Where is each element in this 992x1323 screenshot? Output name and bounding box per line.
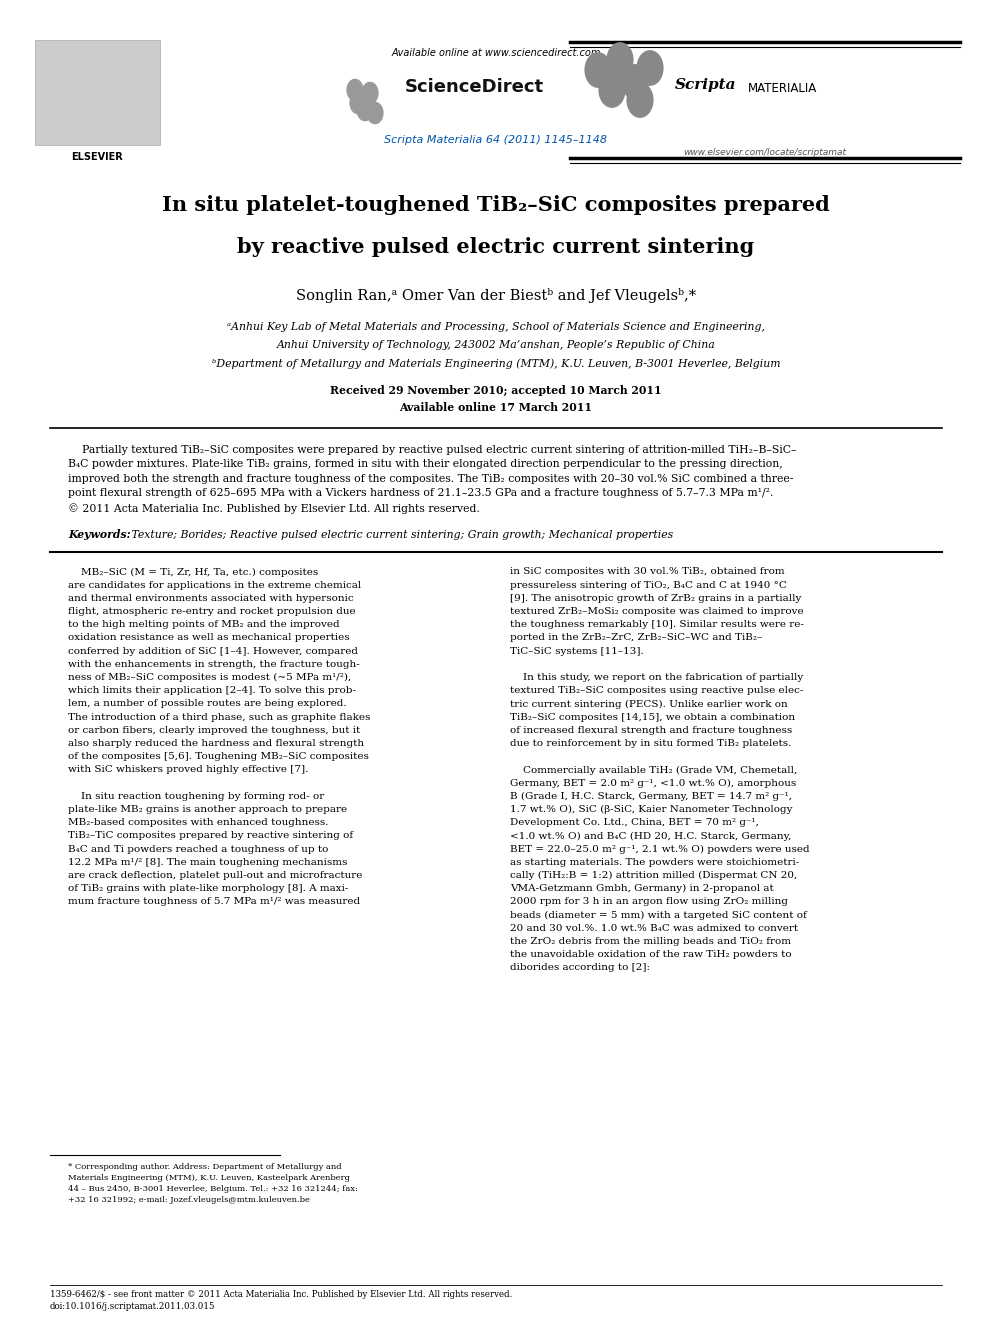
Text: 44 – Bus 2450, B-3001 Heverlee, Belgium. Tel.: +32 16 321244; fax:: 44 – Bus 2450, B-3001 Heverlee, Belgium.…: [68, 1185, 358, 1193]
Text: Materials Engineering (MTM), K.U. Leuven, Kasteelpark Arenberg: Materials Engineering (MTM), K.U. Leuven…: [68, 1174, 350, 1181]
Text: VMA-Getzmann Gmbh, Germany) in 2-propanol at: VMA-Getzmann Gmbh, Germany) in 2-propano…: [510, 884, 774, 893]
Text: Anhui University of Technology, 243002 Ma’anshan, People’s Republic of China: Anhui University of Technology, 243002 M…: [277, 340, 715, 351]
Text: 20 and 30 vol.%. 1.0 wt.% B₄C was admixed to convert: 20 and 30 vol.%. 1.0 wt.% B₄C was admixe…: [510, 923, 799, 933]
Text: or carbon fibers, clearly improved the toughness, but it: or carbon fibers, clearly improved the t…: [68, 726, 360, 734]
Text: In this study, we report on the fabrication of partially: In this study, we report on the fabricat…: [510, 673, 804, 683]
Text: plate-like MB₂ grains is another approach to prepare: plate-like MB₂ grains is another approac…: [68, 806, 347, 814]
Text: ScienceDirect: ScienceDirect: [405, 78, 545, 97]
Text: tric current sintering (PECS). Unlike earlier work on: tric current sintering (PECS). Unlike ea…: [510, 700, 788, 709]
Text: © 2011 Acta Materialia Inc. Published by Elsevier Ltd. All rights reserved.: © 2011 Acta Materialia Inc. Published by…: [68, 503, 480, 513]
Text: ᵃAnhui Key Lab of Metal Materials and Processing, School of Materials Science an: ᵃAnhui Key Lab of Metal Materials and Pr…: [227, 321, 765, 332]
Text: beads (diameter = 5 mm) with a targeted SiC content of: beads (diameter = 5 mm) with a targeted …: [510, 910, 806, 919]
Text: in SiC composites with 30 vol.% TiB₂, obtained from: in SiC composites with 30 vol.% TiB₂, ob…: [510, 568, 785, 577]
Text: to the high melting points of MB₂ and the improved: to the high melting points of MB₂ and th…: [68, 620, 339, 630]
Text: B₄C powder mixtures. Plate-like TiB₂ grains, formed in situ with their elongated: B₄C powder mixtures. Plate-like TiB₂ gra…: [68, 459, 783, 470]
Text: www.elsevier.com/locate/scriptamat: www.elsevier.com/locate/scriptamat: [683, 148, 846, 157]
Text: Scripta: Scripta: [675, 78, 736, 93]
Text: Development Co. Ltd., China, BET = 70 m² g⁻¹,: Development Co. Ltd., China, BET = 70 m²…: [510, 819, 759, 827]
Text: of increased flexural strength and fracture toughness: of increased flexural strength and fract…: [510, 726, 793, 734]
Text: by reactive pulsed electric current sintering: by reactive pulsed electric current sint…: [237, 237, 755, 257]
Text: Available online 17 March 2011: Available online 17 March 2011: [400, 402, 592, 413]
Text: flight, atmospheric re-entry and rocket propulsion due: flight, atmospheric re-entry and rocket …: [68, 607, 355, 617]
Text: +32 16 321992; e-mail: Jozef.vleugels@mtm.kuleuven.be: +32 16 321992; e-mail: Jozef.vleugels@mt…: [68, 1196, 310, 1204]
Text: In situ platelet-toughened TiB₂–SiC composites prepared: In situ platelet-toughened TiB₂–SiC comp…: [162, 194, 830, 216]
Text: lem, a number of possible routes are being explored.: lem, a number of possible routes are bei…: [68, 700, 346, 709]
Text: improved both the strength and fracture toughness of the composites. The TiB₂ co: improved both the strength and fracture …: [68, 474, 794, 484]
Text: MB₂–SiC (M = Ti, Zr, Hf, Ta, etc.) composites: MB₂–SiC (M = Ti, Zr, Hf, Ta, etc.) compo…: [68, 568, 318, 577]
Text: which limits their application [2–4]. To solve this prob-: which limits their application [2–4]. To…: [68, 687, 356, 696]
Text: doi:10.1016/j.scriptamat.2011.03.015: doi:10.1016/j.scriptamat.2011.03.015: [50, 1302, 215, 1311]
Text: In situ reaction toughening by forming rod- or: In situ reaction toughening by forming r…: [68, 792, 324, 800]
Text: conferred by addition of SiC [1–4]. However, compared: conferred by addition of SiC [1–4]. Howe…: [68, 647, 358, 656]
Text: BET = 22.0–25.0 m² g⁻¹, 2.1 wt.% O) powders were used: BET = 22.0–25.0 m² g⁻¹, 2.1 wt.% O) powd…: [510, 844, 809, 853]
Text: ELSEVIER: ELSEVIER: [71, 152, 123, 161]
Text: TiC–SiC systems [11–13].: TiC–SiC systems [11–13].: [510, 647, 644, 656]
Text: The introduction of a third phase, such as graphite flakes: The introduction of a third phase, such …: [68, 713, 370, 722]
Text: Texture; Borides; Reactive pulsed electric current sintering; Grain growth; Mech: Texture; Borides; Reactive pulsed electr…: [128, 529, 674, 540]
Text: due to reinforcement by in situ formed TiB₂ platelets.: due to reinforcement by in situ formed T…: [510, 740, 792, 747]
Text: [9]. The anisotropic growth of ZrB₂ grains in a partially: [9]. The anisotropic growth of ZrB₂ grai…: [510, 594, 802, 603]
Text: B (Grade I, H.C. Starck, Germany, BET = 14.7 m² g⁻¹,: B (Grade I, H.C. Starck, Germany, BET = …: [510, 792, 792, 800]
Text: with the enhancements in strength, the fracture tough-: with the enhancements in strength, the f…: [68, 660, 360, 669]
Text: * Corresponding author. Address: Department of Metallurgy and: * Corresponding author. Address: Departm…: [68, 1163, 341, 1171]
Text: also sharply reduced the hardness and flexural strength: also sharply reduced the hardness and fl…: [68, 740, 364, 747]
Text: with SiC whiskers proved highly effective [7].: with SiC whiskers proved highly effectiv…: [68, 766, 309, 774]
Text: Received 29 November 2010; accepted 10 March 2011: Received 29 November 2010; accepted 10 M…: [330, 385, 662, 396]
Text: textured ZrB₂–MoSi₂ composite was claimed to improve: textured ZrB₂–MoSi₂ composite was claime…: [510, 607, 804, 617]
Text: diborides according to [2]:: diborides according to [2]:: [510, 963, 650, 972]
Text: as starting materials. The powders were stoichiometri-: as starting materials. The powders were …: [510, 857, 800, 867]
Text: the unavoidable oxidation of the raw TiH₂ powders to: the unavoidable oxidation of the raw TiH…: [510, 950, 792, 959]
Text: ᵇDepartment of Metallurgy and Materials Engineering (MTM), K.U. Leuven, B-3001 H: ᵇDepartment of Metallurgy and Materials …: [211, 359, 781, 369]
Text: mum fracture toughness of 5.7 MPa m¹/² was measured: mum fracture toughness of 5.7 MPa m¹/² w…: [68, 897, 360, 906]
Text: ported in the ZrB₂–ZrC, ZrB₂–SiC–WC and TiB₂–: ported in the ZrB₂–ZrC, ZrB₂–SiC–WC and …: [510, 634, 762, 643]
Text: pressureless sintering of TiO₂, B₄C and C at 1940 °C: pressureless sintering of TiO₂, B₄C and …: [510, 581, 787, 590]
Text: MB₂-based composites with enhanced toughness.: MB₂-based composites with enhanced tough…: [68, 819, 328, 827]
Text: <1.0 wt.% O) and B₄C (HD 20, H.C. Starck, Germany,: <1.0 wt.% O) and B₄C (HD 20, H.C. Starck…: [510, 831, 792, 840]
Text: Germany, BET = 2.0 m² g⁻¹, <1.0 wt.% O), amorphous: Germany, BET = 2.0 m² g⁻¹, <1.0 wt.% O),…: [510, 779, 797, 787]
Text: ness of MB₂–SiC composites is modest (~5 MPa m¹/²),: ness of MB₂–SiC composites is modest (~5…: [68, 673, 351, 683]
Text: Commercially available TiH₂ (Grade VM, Chemetall,: Commercially available TiH₂ (Grade VM, C…: [510, 766, 798, 775]
Text: cally (TiH₂:B = 1:2) attrition milled (Dispermat CN 20,: cally (TiH₂:B = 1:2) attrition milled (D…: [510, 871, 798, 880]
Text: are candidates for applications in the extreme chemical: are candidates for applications in the e…: [68, 581, 361, 590]
Bar: [35, 40, 160, 146]
Text: of the composites [5,6]. Toughening MB₂–SiC composites: of the composites [5,6]. Toughening MB₂–…: [68, 753, 369, 761]
Text: 2000 rpm for 3 h in an argon flow using ZrO₂ milling: 2000 rpm for 3 h in an argon flow using …: [510, 897, 788, 906]
Text: TiB₂–SiC composites [14,15], we obtain a combination: TiB₂–SiC composites [14,15], we obtain a…: [510, 713, 796, 722]
Text: 12.2 MPa m¹/² [8]. The main toughening mechanisms: 12.2 MPa m¹/² [8]. The main toughening m…: [68, 857, 347, 867]
Text: and thermal environments associated with hypersonic: and thermal environments associated with…: [68, 594, 353, 603]
Text: 1.7 wt.% O), SiC (β-SiC, Kaier Nanometer Technology: 1.7 wt.% O), SiC (β-SiC, Kaier Nanometer…: [510, 806, 793, 814]
Text: are crack deflection, platelet pull-out and microfracture: are crack deflection, platelet pull-out …: [68, 871, 362, 880]
Text: point flexural strength of 625–695 MPa with a Vickers hardness of 21.1–23.5 GPa : point flexural strength of 625–695 MPa w…: [68, 488, 774, 499]
Text: Available online at www.sciencedirect.com: Available online at www.sciencedirect.co…: [391, 48, 601, 58]
Text: Partially textured TiB₂–SiC composites were prepared by reactive pulsed electric: Partially textured TiB₂–SiC composites w…: [68, 445, 797, 455]
Text: Scripta Materialia 64 (2011) 1145–1148: Scripta Materialia 64 (2011) 1145–1148: [385, 135, 607, 146]
Text: 1359-6462/$ - see front matter © 2011 Acta Materialia Inc. Published by Elsevier: 1359-6462/$ - see front matter © 2011 Ac…: [50, 1290, 513, 1299]
Text: Keywords:: Keywords:: [68, 529, 131, 541]
Text: textured TiB₂–SiC composites using reactive pulse elec-: textured TiB₂–SiC composites using react…: [510, 687, 804, 696]
Text: MATERIALIA: MATERIALIA: [748, 82, 817, 95]
Text: TiB₂–TiC composites prepared by reactive sintering of: TiB₂–TiC composites prepared by reactive…: [68, 831, 353, 840]
Text: the ZrO₂ debris from the milling beads and TiO₂ from: the ZrO₂ debris from the milling beads a…: [510, 937, 791, 946]
Text: of TiB₂ grains with plate-like morphology [8]. A maxi-: of TiB₂ grains with plate-like morpholog…: [68, 884, 348, 893]
Text: B₄C and Ti powders reached a toughness of up to: B₄C and Ti powders reached a toughness o…: [68, 844, 328, 853]
Text: the toughness remarkably [10]. Similar results were re-: the toughness remarkably [10]. Similar r…: [510, 620, 804, 630]
Text: Songlin Ran,ᵃ Omer Van der Biestᵇ and Jef Vleugelsᵇ,*: Songlin Ran,ᵃ Omer Van der Biestᵇ and Je…: [296, 288, 696, 303]
Text: oxidation resistance as well as mechanical properties: oxidation resistance as well as mechanic…: [68, 634, 349, 643]
